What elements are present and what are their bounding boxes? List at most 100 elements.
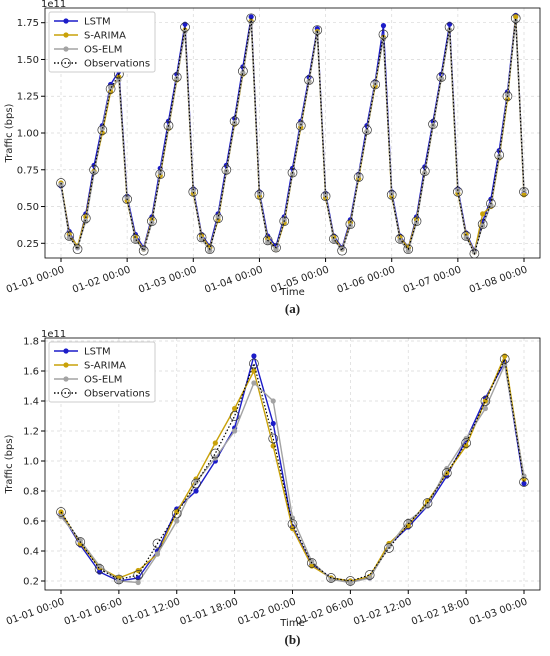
data-point [395,234,405,244]
legend-label: S-ARIMA [84,361,126,372]
y-axis-label: Traffic (bps) [4,434,15,494]
data-point [97,125,108,135]
data-point [482,398,489,404]
legend-box [48,11,156,73]
y-tick-label: 0.2 [23,577,39,588]
legend-marker [63,46,69,52]
data-point [289,515,296,521]
data-point [232,428,238,434]
data-point [124,195,130,201]
data-point [309,558,315,565]
data-point [240,70,246,76]
data-point [213,213,223,224]
x-axis-label: Time [279,287,304,298]
plot-frame [44,337,541,591]
data-point [477,219,488,230]
data-point [413,220,420,226]
y-tick-label: 0.50 [17,202,39,213]
y-tick-label: 0.6 [23,517,39,528]
data-point [58,509,64,515]
data-point [453,186,463,197]
data-point [56,507,66,517]
y-tick-label: 1.25 [17,92,39,103]
data-point [496,153,502,160]
data-point [210,448,221,459]
data-point [155,169,166,180]
data-point [122,194,132,205]
data-point [75,537,86,547]
data-point [281,217,287,223]
data-point [337,245,347,256]
data-point [215,214,221,220]
legend-label: Observations [84,59,150,70]
data-point [306,78,312,85]
y-tick-label: 1.8 [23,337,39,348]
data-point [436,72,447,82]
data-point [248,14,254,20]
data-point [180,22,190,32]
caption: (b) [285,632,301,647]
data-point [56,178,66,188]
x-tick-label: 01-01 06:00 [63,596,124,627]
data-point [270,443,276,449]
plot-frame [44,7,541,259]
data-point [482,405,489,412]
data-point [320,191,331,202]
data-point [80,213,91,224]
data-point [130,234,141,244]
data-point [287,167,298,178]
data-point [265,239,271,245]
data-point [64,231,75,241]
data-point [251,380,257,386]
data-point [504,92,511,98]
data-point [510,13,521,24]
legend-marker [63,376,69,382]
data-point [163,120,174,131]
data-point [428,119,438,130]
x-tick-label: 01-04 00:00 [203,264,264,295]
data-point [190,187,196,193]
data-point [444,22,455,32]
data-point [312,25,323,35]
data-point [174,75,180,82]
data-point [270,420,276,427]
plot: 0.20.40.60.81.01.21.41.61.801-01 00:0001… [4,329,541,647]
data-point [345,219,356,230]
data-point [116,578,122,584]
data-point [94,564,105,574]
data-point [196,232,207,243]
data-point [251,353,257,359]
data-point [384,543,394,553]
legend-marker [63,18,69,24]
data-point [254,189,265,200]
data-point [221,164,232,175]
data-point [405,248,411,254]
data-point [295,120,306,131]
data-point [135,579,141,586]
data-point [171,72,182,82]
data-point [463,234,469,241]
data-point [386,189,397,200]
legend-label: LSTM [84,347,111,358]
data-point [271,242,281,253]
data-point [345,576,356,586]
series-line [60,356,525,582]
data-point [268,433,279,444]
x-tick-label: 01-03 00:00 [468,596,529,627]
data-point [486,198,496,209]
data-point [521,480,527,487]
data-point [193,479,199,485]
data-point [438,75,444,82]
data-point [246,13,257,24]
data-point [461,231,471,241]
data-point [441,468,452,478]
x-tick-label: 01-07 00:00 [402,264,463,295]
data-point [193,488,199,494]
y-tick-label: 0.25 [17,239,39,250]
data-point [157,170,163,176]
y-axis-label: Traffic (bps) [4,103,15,163]
data-point [380,23,387,29]
y-tick-label: 1.50 [17,55,39,66]
data-point [480,223,486,229]
